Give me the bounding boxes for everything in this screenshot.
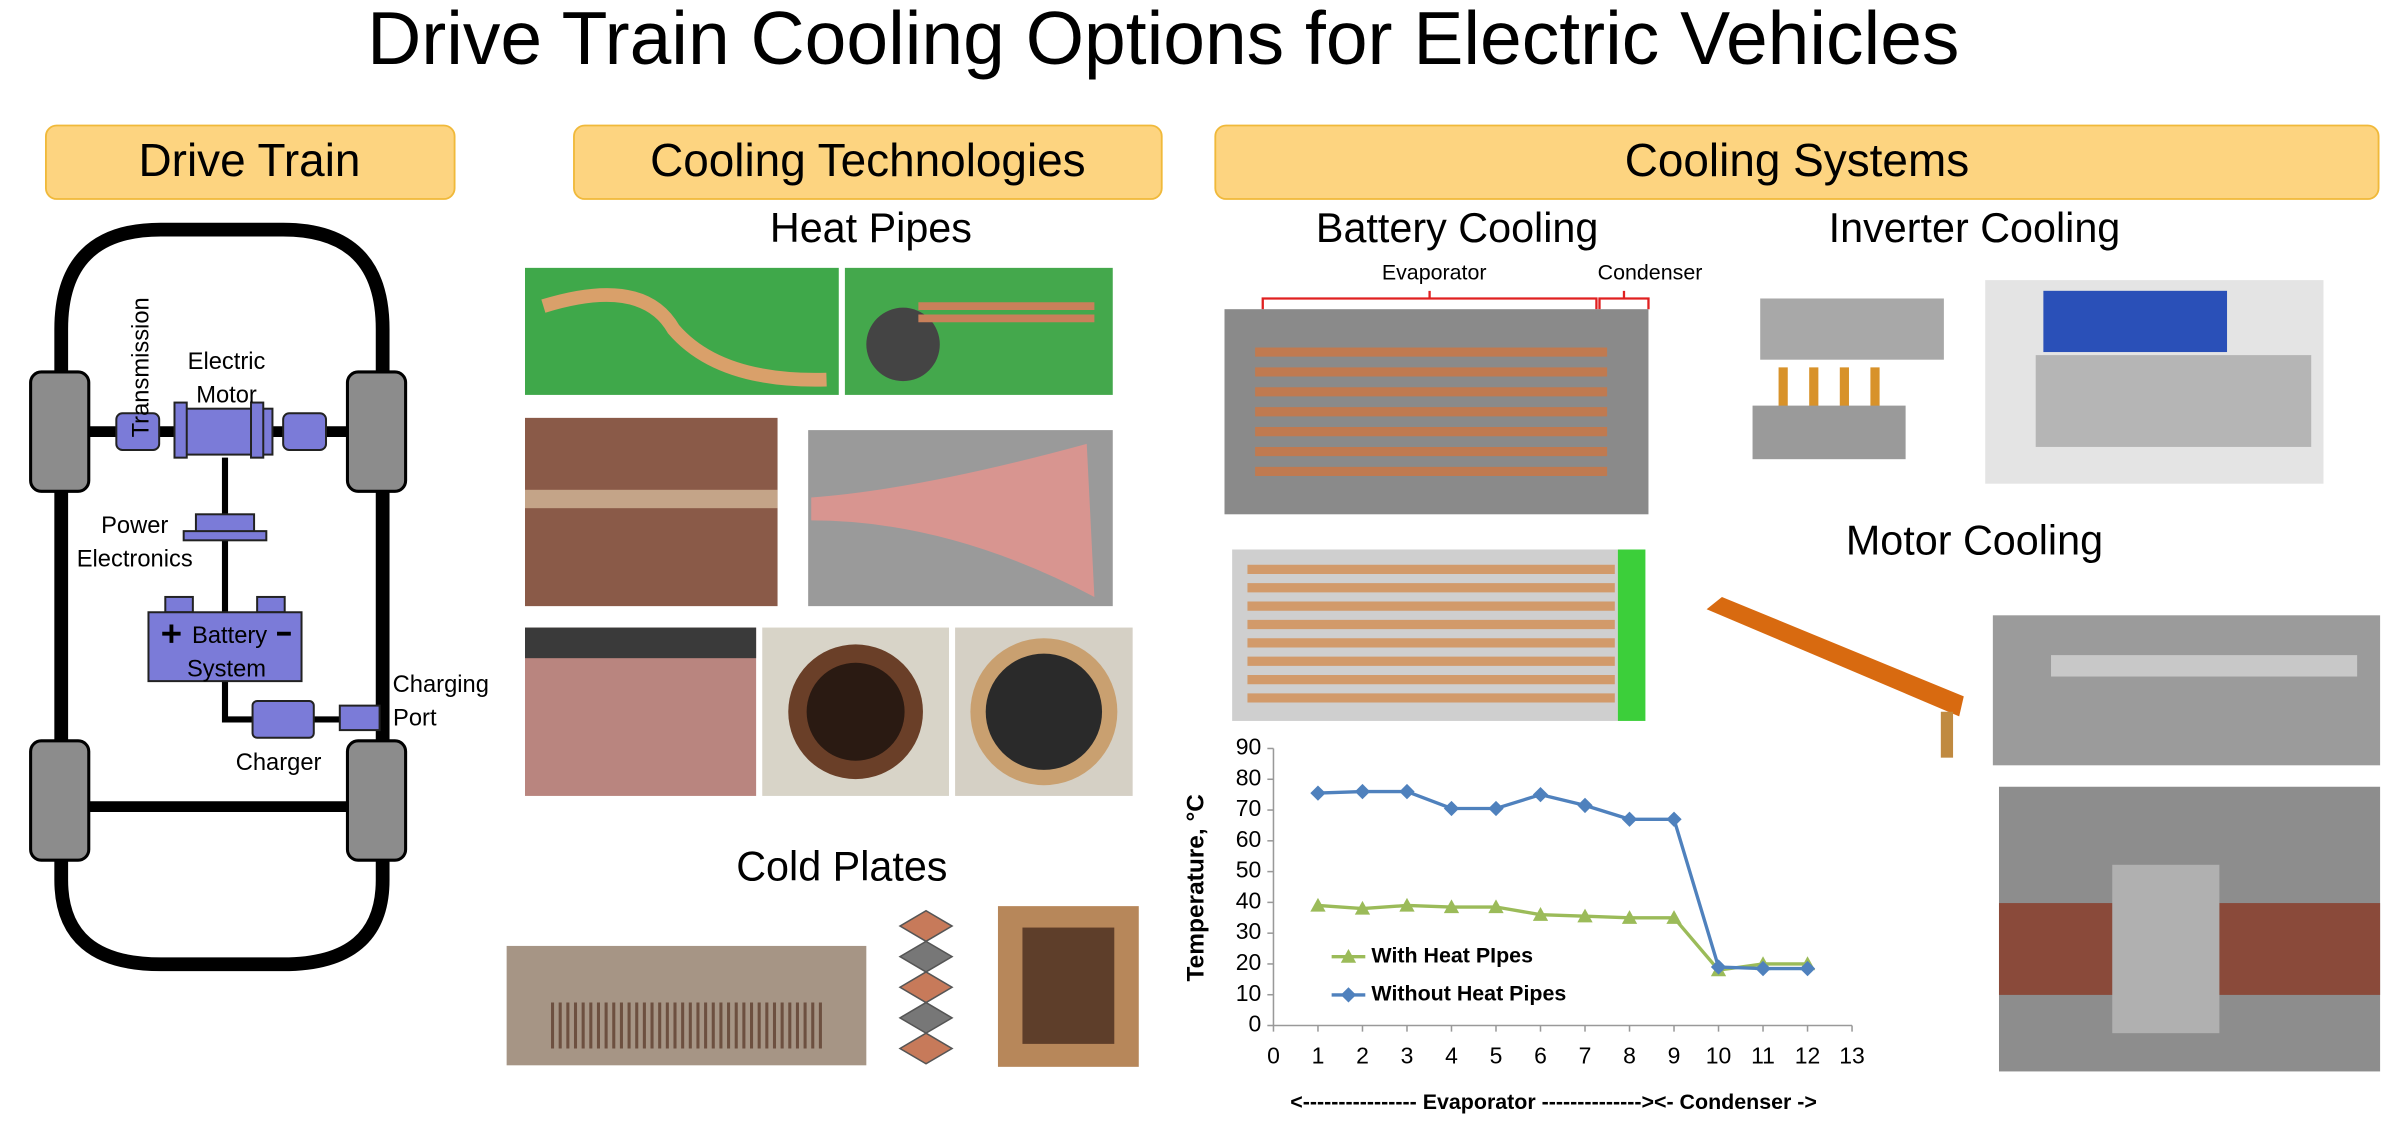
data-point [1354,783,1371,800]
legend-marker [1340,948,1357,963]
drive-components [115,401,381,739]
x-tick-label: 5 [1490,1043,1503,1069]
data-point [1799,960,1816,977]
region-bracket [1261,290,1650,310]
x-tick-label: 2 [1356,1043,1369,1069]
data-point [1443,899,1460,914]
y-tick-label: 80 [1236,764,1262,790]
series-line [1317,903,1808,972]
section-header: Drive Train [139,134,361,186]
data-point [1666,910,1682,924]
y-tick-label: 10 [1236,980,1262,1006]
data-point [1666,811,1682,827]
data-point [1621,910,1638,924]
data-point [1577,908,1593,923]
data-point [1488,800,1504,817]
y-tick-label: 20 [1236,949,1262,975]
data-point [1310,897,1326,912]
y-tick-label: 0 [1248,1011,1261,1037]
data-point [1532,907,1549,921]
data-point [1443,800,1460,817]
drive-train-diagram [54,222,390,972]
x-tick-label: 1 [1312,1043,1325,1069]
data-point [1354,900,1371,915]
x-tick-label: 6 [1534,1043,1547,1069]
data-point [1399,783,1415,800]
header-box [573,124,1163,200]
temperature-chart: Temperature, °C <---------------- Evapor… [1182,734,1864,1115]
region-label: Condenser [1598,261,1703,285]
x-tick-label: 11 [1751,1043,1775,1069]
x-tick-label: 8 [1623,1043,1636,1069]
component-label: Motor [196,383,257,409]
slide-title: Drive Train Cooling Options for Electric… [367,0,1959,80]
component-label: Battery [192,623,267,649]
y-tick-label: 60 [1236,826,1262,852]
header-box [1214,124,2380,200]
subheading: Motor Cooling [1846,517,2103,563]
series-line [1317,789,1808,971]
subheading: Cold Plates [736,843,947,889]
x-tick-label: 3 [1401,1043,1414,1069]
x-tick-label: 7 [1579,1043,1592,1069]
x-axis-title: <---------------- Evaporator -----------… [1290,1090,1817,1114]
data-point [1710,959,1727,975]
component-label: Charger [236,750,322,776]
x-tick-label: 0 [1267,1043,1280,1069]
data-point [1310,785,1326,801]
x-tick-label: 10 [1706,1043,1732,1069]
section-header: Cooling Systems [1625,134,1969,186]
motor-photos [1706,596,2381,1072]
subheading: Inverter Cooling [1829,205,2121,251]
inverter-photos [1752,280,2324,484]
component-label: Power [101,513,168,539]
wheels [29,370,408,862]
x-tick-label: 9 [1668,1043,1681,1069]
y-tick-label: 90 [1236,734,1262,760]
y-tick-label: 70 [1236,795,1262,821]
data-point [1755,960,1771,977]
legend-label: Without Heat Pipes [1371,982,1566,1006]
y-tick-label: 30 [1236,918,1262,944]
subheading: Heat Pipes [770,205,972,251]
y-tick-label: 50 [1236,857,1262,883]
data-point [1532,786,1549,803]
component-label: System [187,657,266,683]
component-label: Port [393,706,437,732]
component-label: Transmission [129,297,155,437]
subheading: Battery Cooling [1316,205,1598,251]
legend-label: With Heat PIpes [1371,943,1533,967]
component-label: Electric [188,349,266,375]
component-label: Charging [393,672,489,698]
heat-pipe-photos [525,267,1133,796]
x-tick-label: 4 [1445,1043,1458,1069]
component-label: Electronics [77,546,193,572]
legend-marker [1340,987,1357,1003]
header-box [45,124,456,200]
region-label: Evaporator [1382,261,1487,285]
y-tick-label: 40 [1236,887,1262,913]
data-point [1488,899,1504,914]
x-tick-label: 12 [1795,1043,1821,1069]
cold-plate-photos [506,906,1139,1067]
battery-photos [1224,309,1649,721]
data-point [1621,811,1638,827]
y-axis-title: Temperature, °C [1182,794,1209,981]
data-point [1399,897,1415,912]
x-tick-label: 13 [1839,1043,1865,1069]
data-point [1577,797,1593,814]
section-header: Cooling Technologies [650,134,1086,186]
